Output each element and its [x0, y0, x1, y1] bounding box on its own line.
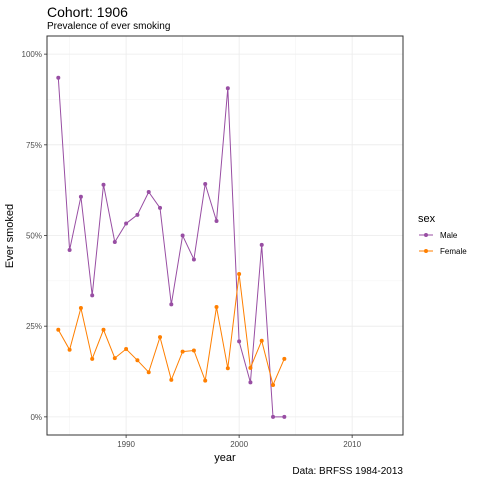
data-point-female: [191, 348, 196, 353]
data-point-male: [169, 302, 174, 307]
data-point-male: [191, 257, 196, 262]
series-female: [56, 271, 287, 387]
data-point-male: [271, 414, 276, 419]
data-point-female: [282, 356, 287, 361]
y-axis-label: Ever smoked: [4, 204, 16, 268]
legend-label: Female: [440, 247, 467, 256]
data-point-female: [78, 306, 83, 311]
legend-title: sex: [418, 213, 436, 225]
legend: sex Male Female: [418, 213, 467, 256]
data-point-male: [135, 212, 140, 217]
data-point-male: [225, 86, 230, 91]
chart-caption: Data: BRFSS 1984-2013: [292, 466, 403, 477]
y-tick-label: 0%: [30, 413, 42, 422]
data-point-male: [214, 218, 219, 223]
data-point-female: [169, 377, 174, 382]
data-point-male: [237, 339, 242, 344]
data-point-male: [78, 194, 83, 199]
data-point-female: [203, 378, 208, 383]
data-point-female: [180, 349, 185, 354]
data-point-male: [146, 189, 151, 194]
data-point-female: [90, 356, 95, 361]
data-point-female: [67, 347, 72, 352]
data-point-female: [56, 327, 61, 332]
y-tick-label: 100%: [22, 50, 42, 59]
y-tick-label: 75%: [26, 141, 42, 150]
x-axis-label: year: [214, 452, 236, 464]
data-point-female: [135, 358, 140, 363]
data-point-female: [158, 335, 163, 340]
y-tick-label: 50%: [26, 232, 42, 241]
data-point-male: [67, 248, 72, 253]
gridlines: [47, 36, 403, 435]
data-point-female: [214, 304, 219, 309]
chart-title: Cohort: 1906: [47, 4, 128, 20]
data-point-female: [225, 366, 230, 371]
y-tick-label: 25%: [26, 322, 42, 331]
data-point-female: [112, 356, 117, 361]
legend-key-male: [419, 233, 433, 237]
data-point-female: [146, 370, 151, 375]
data-point-male: [158, 205, 163, 210]
data-point-male: [124, 221, 129, 226]
data-point-female: [101, 327, 106, 332]
series-layer: [56, 75, 287, 419]
data-point-male: [101, 182, 106, 187]
y-axis-ticks: 0% 25% 50% 75% 100%: [22, 50, 47, 422]
series-male: [56, 75, 287, 419]
data-point-male: [56, 75, 61, 80]
legend-key-female: [419, 249, 433, 253]
x-tick-label: 2000: [230, 440, 248, 449]
x-tick-label: 1990: [117, 440, 135, 449]
data-point-male: [282, 414, 287, 419]
data-point-female: [248, 365, 253, 370]
data-point-female: [237, 271, 242, 276]
legend-label: Male: [440, 231, 458, 240]
data-point-male: [203, 181, 208, 186]
data-point-male: [90, 293, 95, 298]
data-point-female: [124, 347, 129, 352]
data-point-male: [180, 233, 185, 238]
legend-key-point: [424, 249, 428, 253]
data-point-female: [271, 382, 276, 387]
data-point-male: [112, 240, 117, 245]
x-tick-label: 2010: [343, 440, 361, 449]
chart-subtitle: Prevalence of ever smoking: [47, 21, 170, 32]
data-point-male: [259, 242, 264, 247]
data-point-male: [248, 380, 253, 385]
x-axis-ticks: 1990 2000 2010: [117, 435, 362, 449]
legend-key-point: [424, 233, 428, 237]
data-point-female: [259, 338, 264, 343]
